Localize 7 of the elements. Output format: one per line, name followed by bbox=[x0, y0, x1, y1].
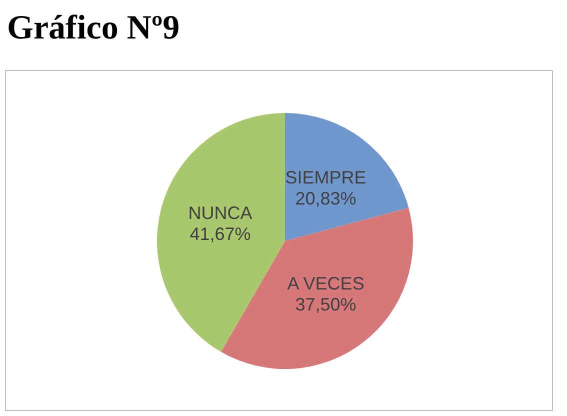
slice-label: A VECES bbox=[287, 274, 364, 294]
chart-title: Gráfico Nº9 bbox=[7, 10, 180, 46]
slice-label: SIEMPRE bbox=[285, 167, 366, 188]
slice-label: NUNCA bbox=[188, 203, 252, 224]
data-label: 41,67% bbox=[190, 224, 251, 244]
data-label: 20,83% bbox=[295, 188, 356, 208]
data-label: 37,50% bbox=[295, 294, 356, 315]
